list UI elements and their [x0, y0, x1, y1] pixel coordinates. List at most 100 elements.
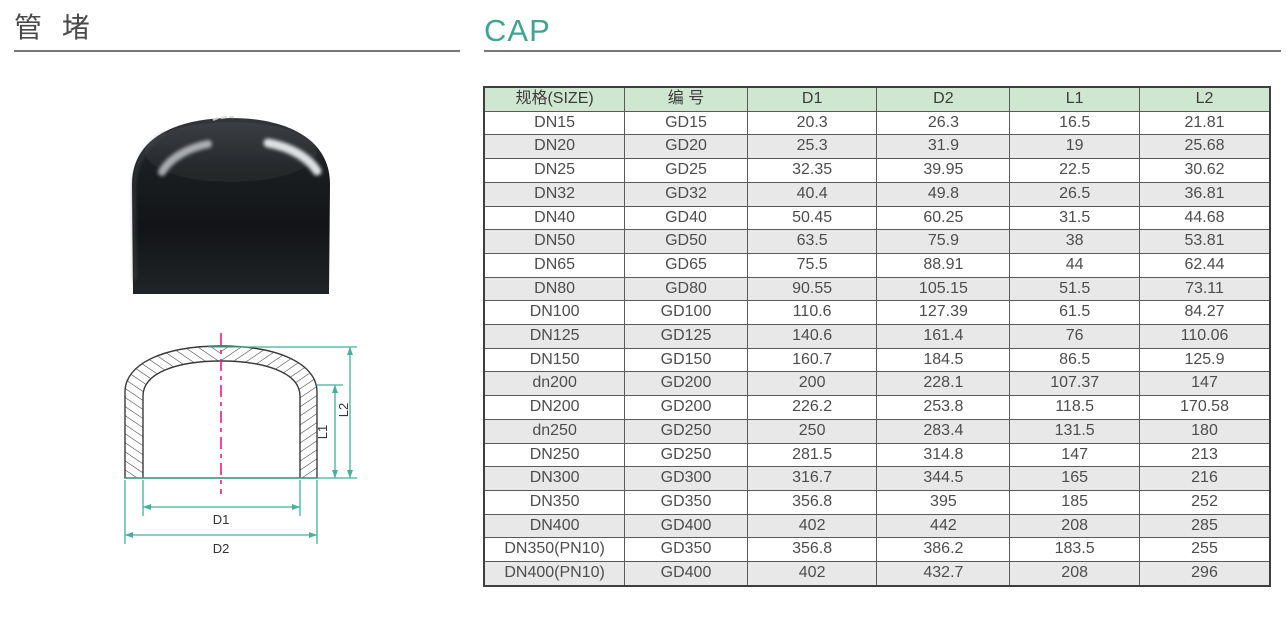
table-row: DN32 GD32 40.4 49.8 26.5 36.81	[483, 181, 1271, 207]
table-cell: 283.4	[876, 418, 1011, 444]
table-cell: 40.4	[746, 181, 878, 207]
table-cell: GD400	[624, 513, 748, 539]
table-cell: 180	[1139, 418, 1271, 444]
dim-label-d2: D2	[213, 541, 230, 556]
cap-section-drawing: D1 D2 L1 L2	[124, 333, 357, 556]
table-cell: 51.5	[1009, 276, 1140, 302]
table-cell: GD150	[624, 347, 748, 373]
dim-label-l1: L1	[315, 425, 330, 439]
table-cell: 20.3	[746, 110, 878, 136]
table-cell: 316.7	[746, 466, 878, 491]
table-cell: 147	[1139, 371, 1271, 397]
table-row: DN150 GD150 160.7 184.5 86.5 125.9	[483, 347, 1271, 373]
table-row: DN350 GD350 356.8 395 185 252	[483, 489, 1271, 515]
table-row: DN20 GD20 25.3 31.9 19 25.68	[483, 134, 1271, 160]
dimension-lines	[124, 346, 357, 544]
dim-label-l2: L2	[336, 403, 351, 417]
dimension-arrowheads	[125, 347, 353, 538]
table-cell: 63.5	[746, 229, 878, 254]
table-cell: DN100	[483, 300, 626, 326]
table-cell: GD32	[624, 181, 748, 207]
table-cell: 61.5	[1009, 300, 1140, 326]
title-underline-right	[484, 50, 1281, 52]
table-cell: 228.1	[876, 371, 1011, 397]
table-cell: DN50	[483, 229, 626, 254]
table-cell: DN150	[483, 347, 626, 373]
table-cell: 140.6	[746, 324, 878, 349]
table-row: DN400(PN10) GD400 402 432.7 208 296	[483, 561, 1271, 587]
table-row: DN25 GD25 32.35 39.95 22.5 30.62	[483, 158, 1271, 183]
table-cell: 183.5	[1009, 537, 1140, 563]
table-cell: 44.68	[1139, 205, 1271, 231]
table-cell: 86.5	[1009, 347, 1140, 373]
table-cell: 160.7	[746, 347, 878, 373]
table-cell: 216	[1139, 466, 1271, 491]
table-cell: GD15	[624, 110, 748, 136]
table-cell: 73.11	[1139, 276, 1271, 302]
table-cell: DN40	[483, 205, 626, 231]
cap-top-marking	[212, 115, 234, 122]
table-cell: 386.2	[876, 537, 1011, 563]
cap-right-glint	[263, 138, 322, 176]
table-cell: 165	[1009, 466, 1140, 491]
table-cell: 314.8	[876, 442, 1011, 468]
page-title-chinese: 管 堵	[14, 12, 96, 43]
table-cell: 76	[1009, 324, 1140, 349]
table-cell: 49.8	[876, 181, 1011, 207]
cap-left-glint	[158, 140, 212, 176]
section-hatch-left	[125, 346, 221, 478]
table-cell: 75.5	[746, 252, 878, 278]
title-underline-left	[14, 50, 460, 52]
table-row: DN400 GD400 402 442 208 285	[483, 513, 1271, 539]
table-cell: GD65	[624, 252, 748, 278]
table-cell: GD250	[624, 418, 748, 444]
table-cell: 356.8	[746, 489, 878, 515]
table-cell: 31.5	[1009, 205, 1140, 231]
col-header-size: 规格(SIZE)	[483, 86, 626, 112]
table-row: DN250 GD250 281.5 314.8 147 213	[483, 442, 1271, 468]
table-cell: GD20	[624, 134, 748, 160]
table-cell: DN350	[483, 489, 626, 515]
table-cell: 26.3	[876, 110, 1011, 136]
table-cell: GD250	[624, 442, 748, 468]
table-cell: 185	[1009, 489, 1140, 515]
table-cell: DN200	[483, 395, 626, 420]
table-cell: 36.81	[1139, 181, 1271, 207]
cap-top-sheen	[145, 122, 317, 182]
table-cell: GD400	[624, 561, 748, 587]
table-cell: 356.8	[746, 537, 878, 563]
table-cell: 285	[1139, 513, 1271, 539]
table-cell: DN125	[483, 324, 626, 349]
table-cell: GD25	[624, 158, 748, 183]
cap-product-photo	[132, 115, 330, 294]
col-header-l1: L1	[1009, 86, 1140, 112]
table-row: DN50 GD50 63.5 75.9 38 53.81	[483, 229, 1271, 254]
col-header-code: 编 号	[624, 86, 748, 112]
table-cell: 31.9	[876, 134, 1011, 160]
table-cell: DN400(PN10)	[483, 561, 626, 587]
table-cell: GD200	[624, 395, 748, 420]
table-row: DN100 GD100 110.6 127.39 61.5 84.27	[483, 300, 1271, 326]
table-cell: 127.39	[876, 300, 1011, 326]
table-cell: dn200	[483, 371, 626, 397]
table-cell: 118.5	[1009, 395, 1140, 420]
table-cell: 432.7	[876, 561, 1011, 587]
table-cell: GD300	[624, 466, 748, 491]
table-cell: 26.5	[1009, 181, 1140, 207]
table-cell: GD200	[624, 371, 748, 397]
cap-left-rim-light	[132, 131, 167, 281]
table-cell: 32.35	[746, 158, 878, 183]
table-cell: GD100	[624, 300, 748, 326]
table-cell: 200	[746, 371, 878, 397]
table-cell: 250	[746, 418, 878, 444]
table-cell: 30.62	[1139, 158, 1271, 183]
table-cell: 147	[1009, 442, 1140, 468]
table-cell: 252	[1139, 489, 1271, 515]
table-cell: 208	[1009, 513, 1140, 539]
table-cell: DN20	[483, 134, 626, 160]
table-cell: 44	[1009, 252, 1140, 278]
table-row: dn200 GD200 200 228.1 107.37 147	[483, 371, 1271, 397]
table-cell: 131.5	[1009, 418, 1140, 444]
table-cell: 60.25	[876, 205, 1011, 231]
